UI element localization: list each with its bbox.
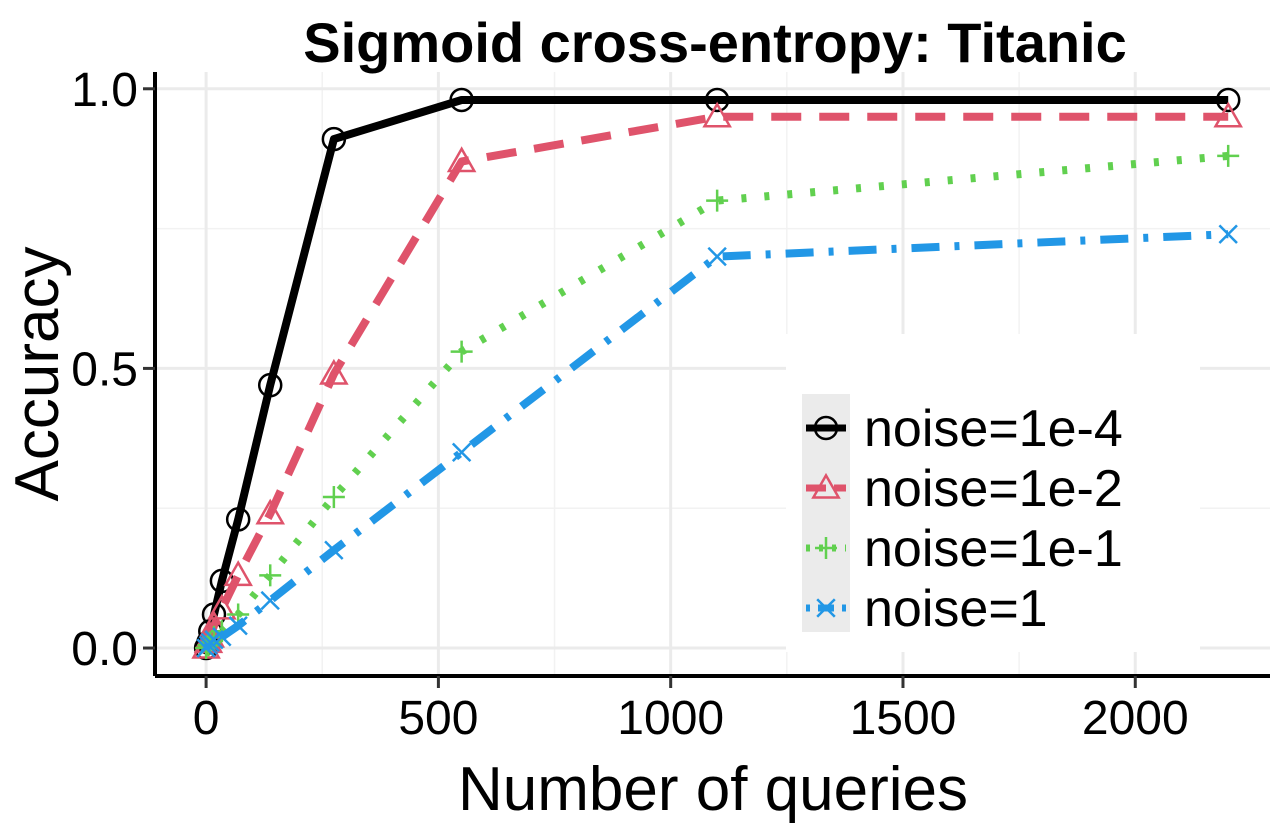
legend-key-marker: [816, 598, 836, 618]
legend-item: noise=1e-2: [806, 460, 1123, 518]
data-point-marker: [449, 87, 474, 113]
data-point-marker: [1215, 87, 1241, 113]
data-point-marker: [322, 486, 345, 509]
data-point-marker: [223, 560, 253, 587]
x-axis-title: Number of queries: [458, 755, 968, 824]
data-point-marker: [228, 615, 248, 636]
data-point-marker: [321, 126, 347, 152]
data-point-marker: [446, 146, 477, 173]
series-layer: [191, 87, 1243, 661]
y-axis-title: Accuracy: [3, 247, 72, 502]
x-tick-label: 2000: [1082, 692, 1189, 745]
data-point-marker: [207, 593, 237, 620]
data-point-marker: [324, 540, 344, 560]
data-point-marker: [706, 189, 729, 212]
x-tick-label: 0: [193, 692, 220, 745]
x-tick-label: 500: [398, 692, 478, 745]
data-point-marker: [255, 498, 286, 525]
y-tick-label: 0.5: [71, 343, 138, 396]
y-ticks: 0.0 0.5 1.0: [71, 64, 155, 676]
data-point-marker: [702, 101, 732, 128]
x-ticks: 0 500 1000 1500 2000: [193, 676, 1189, 745]
legend-background: [786, 334, 1200, 652]
x-tick-label: 1500: [850, 692, 957, 745]
data-point-marker: [1218, 224, 1238, 244]
data-point-marker: [707, 246, 727, 267]
data-point-marker: [260, 590, 280, 611]
legend-item: noise=1: [806, 580, 1048, 638]
data-point-marker: [1217, 144, 1240, 167]
y-tick-label: 0.0: [71, 623, 138, 676]
legend-label: noise=1e-1: [864, 520, 1123, 578]
chart-title: Sigmoid cross-entropy: Titanic: [303, 11, 1127, 74]
axes: [153, 72, 1270, 678]
data-point-marker: [212, 627, 232, 647]
data-point-marker: [704, 87, 730, 113]
data-point-marker: [1213, 101, 1243, 128]
legend-label: noise=1e-4: [864, 400, 1123, 458]
data-point-marker: [450, 340, 473, 363]
legend-key-background: [802, 394, 850, 632]
legend-key-marker: [815, 537, 837, 559]
data-point-marker: [225, 507, 251, 532]
legend-item: noise=1e-4: [806, 400, 1123, 458]
y-tick-label: 1.0: [71, 64, 138, 117]
series-noise=1: [196, 224, 1238, 658]
legend-key-marker: [811, 472, 841, 499]
data-point-marker: [259, 564, 282, 587]
x-tick-label: 1000: [617, 692, 724, 745]
legend-label: noise=1e-2: [864, 460, 1123, 518]
data-point-marker: [319, 358, 349, 385]
legend-item: noise=1e-1: [806, 520, 1123, 578]
legend-label: noise=1: [864, 580, 1048, 638]
data-point-marker: [257, 372, 283, 398]
data-point-marker: [451, 442, 472, 462]
legend-key-marker: [813, 415, 839, 441]
